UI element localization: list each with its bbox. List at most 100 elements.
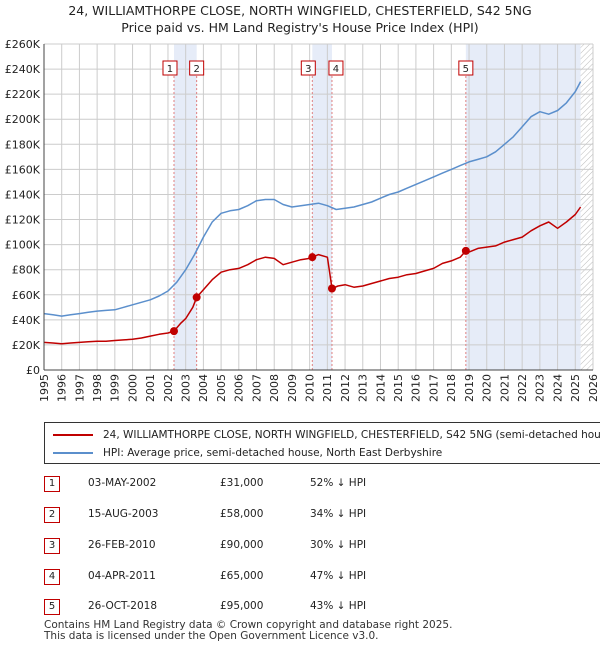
x-tick-label: 1997 [73, 374, 86, 402]
sale-date: 04-APR-2011 [88, 570, 156, 582]
x-tick-label: 2006 [233, 374, 246, 402]
sale-marker-number: 3 [305, 64, 311, 75]
x-tick-label: 2002 [162, 374, 175, 402]
sale-point [192, 293, 201, 302]
sale-marker-number: 4 [333, 64, 339, 75]
x-tick-label: 1995 [38, 374, 51, 402]
y-tick-label: £220K [5, 88, 41, 101]
x-tick-label: 1996 [56, 374, 69, 402]
sale-price: £95,000 [220, 600, 264, 612]
sale-number-badge: 5 [44, 599, 60, 615]
sale-marker-number: 2 [193, 64, 199, 75]
table-row: 2 15-AUG-2003 £58,000 34% ↓ HPI [0, 505, 600, 525]
sale-price: £58,000 [220, 508, 264, 520]
y-tick-label: £240K [5, 63, 41, 76]
sale-hpi-diff: 30% ↓ HPI [310, 539, 367, 551]
sale-hpi-diff: 47% ↓ HPI [310, 570, 367, 582]
y-tick-label: £120K [5, 214, 41, 227]
shaded-region [465, 44, 581, 370]
x-tick-label: 2009 [286, 374, 299, 402]
x-tick-label: 2026 [587, 374, 600, 402]
sale-number-badge: 4 [44, 569, 60, 585]
y-tick-label: £80K [12, 264, 41, 277]
y-tick-label: £180K [5, 138, 41, 151]
sale-marker-badge: 3 [300, 60, 316, 76]
x-tick-label: 2015 [392, 374, 405, 402]
sale-marker-box [300, 60, 316, 76]
y-tick-label: £40K [12, 314, 41, 327]
footer-attribution: Contains HM Land Registry data © Crown c… [44, 620, 452, 642]
x-tick-label: 2014 [374, 374, 387, 402]
sale-date: 26-OCT-2018 [88, 600, 157, 612]
x-tick-label: 2013 [357, 374, 370, 402]
x-tick-label: 1998 [91, 374, 104, 402]
x-tick-label: 2017 [427, 374, 440, 402]
footer-copyright: Contains HM Land Registry data © Crown c… [44, 619, 453, 631]
x-tick-label: 1999 [109, 374, 122, 402]
chart-title: 24, WILLIAMTHORPE CLOSE, NORTH WINGFIELD… [0, 2, 600, 36]
x-tick-label: 2008 [268, 374, 281, 402]
sale-point [327, 284, 336, 293]
sale-hpi-diff: 43% ↓ HPI [310, 600, 367, 612]
sale-marker-badge: 1 [162, 60, 178, 76]
sale-hpi-diff: 52% ↓ HPI [310, 477, 367, 489]
sale-marker-number: 1 [167, 64, 173, 75]
legend-hpi-label: HPI: Average price, semi-detached house,… [103, 447, 443, 459]
table-row: 4 04-APR-2011 £65,000 47% ↓ HPI [0, 567, 600, 587]
sale-hpi-diff: 34% ↓ HPI [310, 508, 367, 520]
sale-marker-badge: 2 [189, 60, 205, 76]
legend-entry-hpi: HPI: Average price, semi-detached house,… [53, 444, 442, 462]
x-tick-label: 2011 [321, 374, 334, 402]
legend-entry-property: 24, WILLIAMTHORPE CLOSE, NORTH WINGFIELD… [53, 426, 600, 444]
x-tick-label: 2005 [215, 374, 228, 402]
y-tick-label: £60K [12, 289, 41, 302]
x-tick-label: 2004 [197, 374, 210, 402]
y-tick-label: £0 [26, 364, 40, 377]
x-tick-label: 2024 [551, 374, 564, 402]
x-tick-label: 2025 [569, 374, 582, 402]
forecast-hatch [580, 44, 593, 370]
x-tick-label: 2001 [144, 374, 157, 402]
x-tick-label: 2022 [516, 374, 529, 402]
price-chart: 1 2 3 4 5 £0 £20K £40K £60K £80K £100K £120K £140K £… [5, 38, 600, 402]
legend-property-swatch [53, 434, 93, 436]
sale-marker-badge: 4 [328, 60, 344, 76]
footer-licence: This data is licensed under the Open Gov… [44, 630, 379, 642]
sale-point [461, 246, 470, 255]
y-tick-label: £140K [5, 188, 41, 201]
x-tick-label: 2020 [481, 374, 494, 402]
sale-date: 15-AUG-2003 [88, 508, 159, 520]
table-row: 5 26-OCT-2018 £95,000 43% ↓ HPI [0, 597, 600, 617]
y-tick-label: £20K [12, 339, 41, 352]
sale-marker-number: 5 [463, 64, 469, 75]
x-tick-label: 2019 [463, 374, 476, 402]
sale-marker-badge: 5 [458, 60, 474, 76]
x-tick-label: 2003 [180, 374, 193, 402]
chart-title-line1: 24, WILLIAMTHORPE CLOSE, NORTH WINGFIELD… [68, 3, 532, 18]
chart-legend: 24, WILLIAMTHORPE CLOSE, NORTH WINGFIELD… [44, 422, 600, 464]
x-tick-label: 2012 [339, 374, 352, 402]
sale-marker-box [189, 60, 205, 76]
x-tick-label: 2023 [534, 374, 547, 402]
sale-number-badge: 3 [44, 538, 60, 554]
sale-marker-box [162, 60, 178, 76]
sale-price: £90,000 [220, 539, 264, 551]
y-tick-label: £200K [5, 113, 41, 126]
sale-number-badge: 2 [44, 507, 60, 523]
chart-subtitle: Price paid vs. HM Land Registry's House … [121, 20, 479, 35]
y-tick-label: £100K [5, 239, 41, 252]
hpi-series-line [43, 81, 582, 317]
sale-point [169, 327, 178, 336]
y-tick-label: £160K [5, 163, 41, 176]
x-tick-label: 2016 [410, 374, 423, 402]
sale-marker-box [458, 60, 474, 76]
legend-property-label: 24, WILLIAMTHORPE CLOSE, NORTH WINGFIELD… [103, 429, 600, 441]
table-row: 3 26-FEB-2010 £90,000 30% ↓ HPI [0, 536, 600, 556]
sale-point [308, 253, 317, 262]
legend-hpi-swatch [53, 452, 93, 454]
sale-price: £65,000 [220, 570, 264, 582]
x-tick-label: 2018 [445, 374, 458, 402]
sale-date: 03-MAY-2002 [88, 477, 157, 489]
sale-number-badge: 1 [44, 476, 60, 492]
x-tick-label: 2007 [250, 374, 263, 402]
